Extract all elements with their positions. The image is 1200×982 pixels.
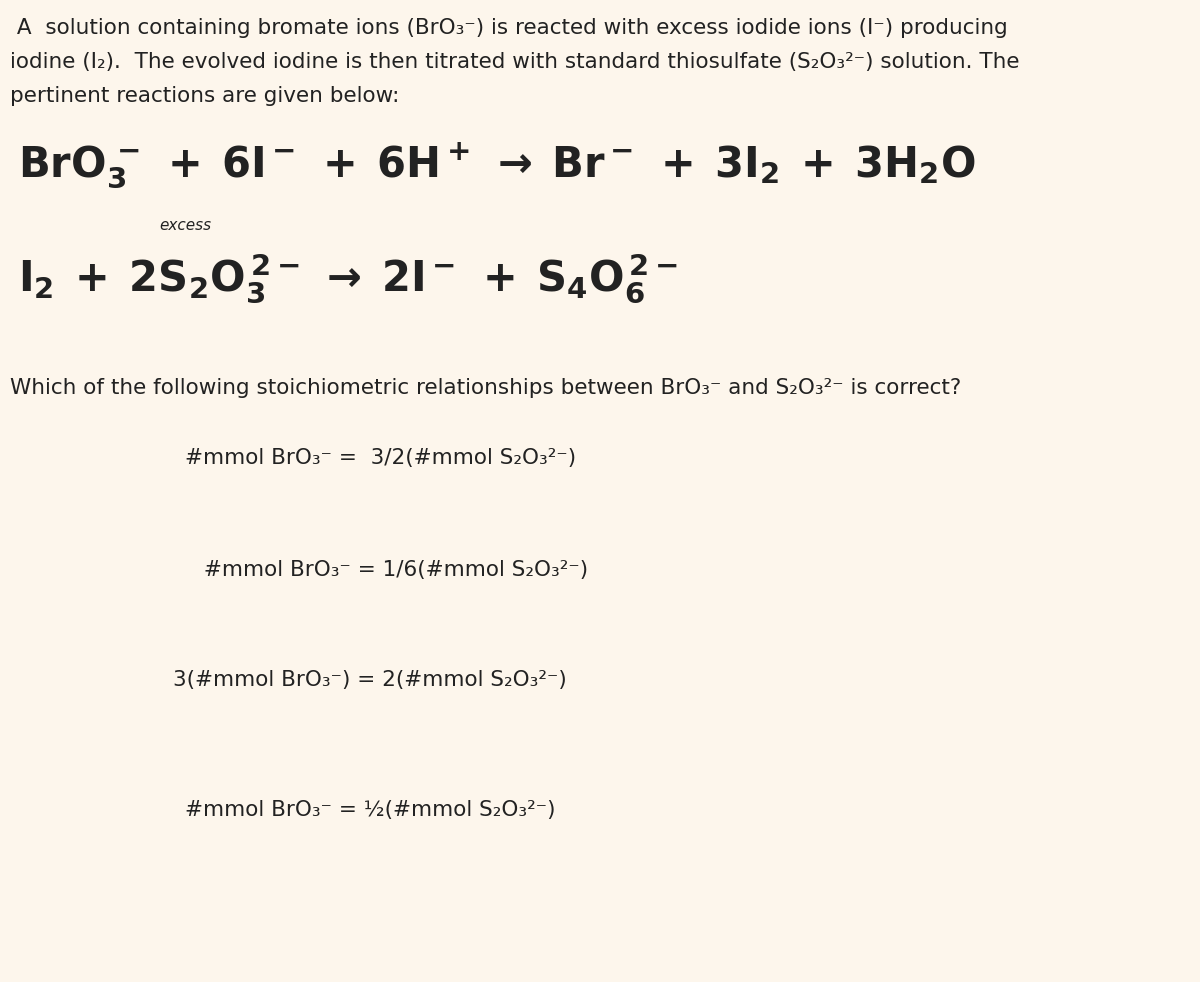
Text: #mmol BrO₃⁻ = ½(#mmol S₂O₃²⁻): #mmol BrO₃⁻ = ½(#mmol S₂O₃²⁻)	[185, 800, 556, 820]
Text: #mmol BrO₃⁻ =  3/2(#mmol S₂O₃²⁻): #mmol BrO₃⁻ = 3/2(#mmol S₂O₃²⁻)	[185, 448, 576, 468]
Text: $\mathbf{I_2\;+\;2S_2O_3^{\,2-}\;\rightarrow\;2I^-\;+\;S_4O_6^{\,2-}}$: $\mathbf{I_2\;+\;2S_2O_3^{\,2-}\;\righta…	[18, 252, 678, 305]
Text: iodine (I₂).  The evolved iodine is then titrated with standard thiosulfate (S₂O: iodine (I₂). The evolved iodine is then …	[10, 52, 1020, 72]
Text: A  solution containing bromate ions (BrO₃⁻) is reacted with excess iodide ions (: A solution containing bromate ions (BrO₃…	[10, 18, 1008, 38]
Text: #mmol BrO₃⁻ = 1/6(#mmol S₂O₃²⁻): #mmol BrO₃⁻ = 1/6(#mmol S₂O₃²⁻)	[197, 560, 588, 580]
Text: $\mathbf{BrO_3^{\,-}}$$\mathbf{\;+\;6I^-\;+\;6H^+\;\rightarrow\;Br^-\;+\;3I_2\;+: $\mathbf{BrO_3^{\,-}}$$\mathbf{\;+\;6I^-…	[18, 140, 976, 190]
Text: 3(#mmol BrO₃⁻) = 2(#mmol S₂O₃²⁻): 3(#mmol BrO₃⁻) = 2(#mmol S₂O₃²⁻)	[173, 670, 566, 690]
Text: pertinent reactions are given below:: pertinent reactions are given below:	[10, 86, 400, 106]
Text: excess: excess	[158, 218, 211, 233]
Text: Which of the following stoichiometric relationships between BrO₃⁻ and S₂O₃²⁻ is : Which of the following stoichiometric re…	[10, 378, 961, 398]
